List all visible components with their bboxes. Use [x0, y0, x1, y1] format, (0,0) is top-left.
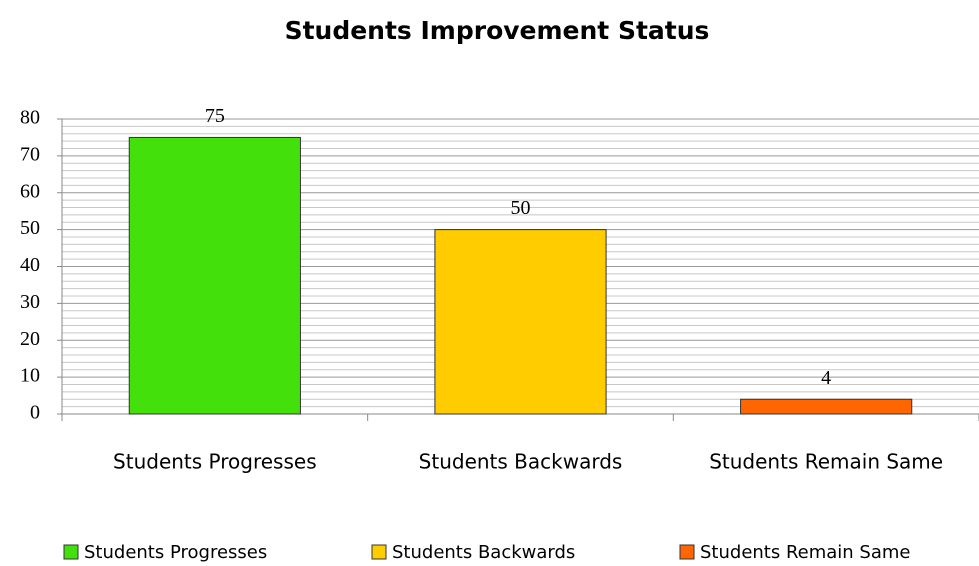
y-tick-label: 20: [20, 328, 40, 350]
data-label: 50: [511, 197, 531, 219]
legend-label: Students Remain Same: [700, 542, 911, 563]
bar: [740, 398, 913, 415]
data-label: 75: [205, 105, 225, 127]
data-label: 4: [821, 367, 831, 389]
x-tick-label: Students Remain Same: [709, 450, 943, 474]
y-tick-label: 40: [20, 254, 40, 276]
legend-label: Students Progresses: [84, 542, 267, 563]
bar: [128, 136, 301, 415]
y-tick-label: 0: [30, 402, 40, 424]
x-tick-label: Students Backwards: [419, 450, 623, 474]
y-tick-label: 60: [20, 180, 40, 202]
legend-label: Students Backwards: [392, 542, 575, 563]
chart-title: Students Improvement Status: [285, 16, 710, 45]
y-tick-label: 80: [20, 107, 40, 129]
y-tick-label: 30: [20, 291, 40, 313]
y-tick-label: 50: [20, 217, 40, 239]
bar: [434, 229, 607, 415]
y-tick-label: 10: [20, 365, 40, 387]
y-tick-label: 70: [20, 143, 40, 165]
legend-swatch: [679, 544, 695, 560]
x-tick-label: Students Progresses: [113, 450, 317, 474]
legend-swatch: [63, 544, 79, 560]
legend-swatch: [371, 544, 387, 560]
